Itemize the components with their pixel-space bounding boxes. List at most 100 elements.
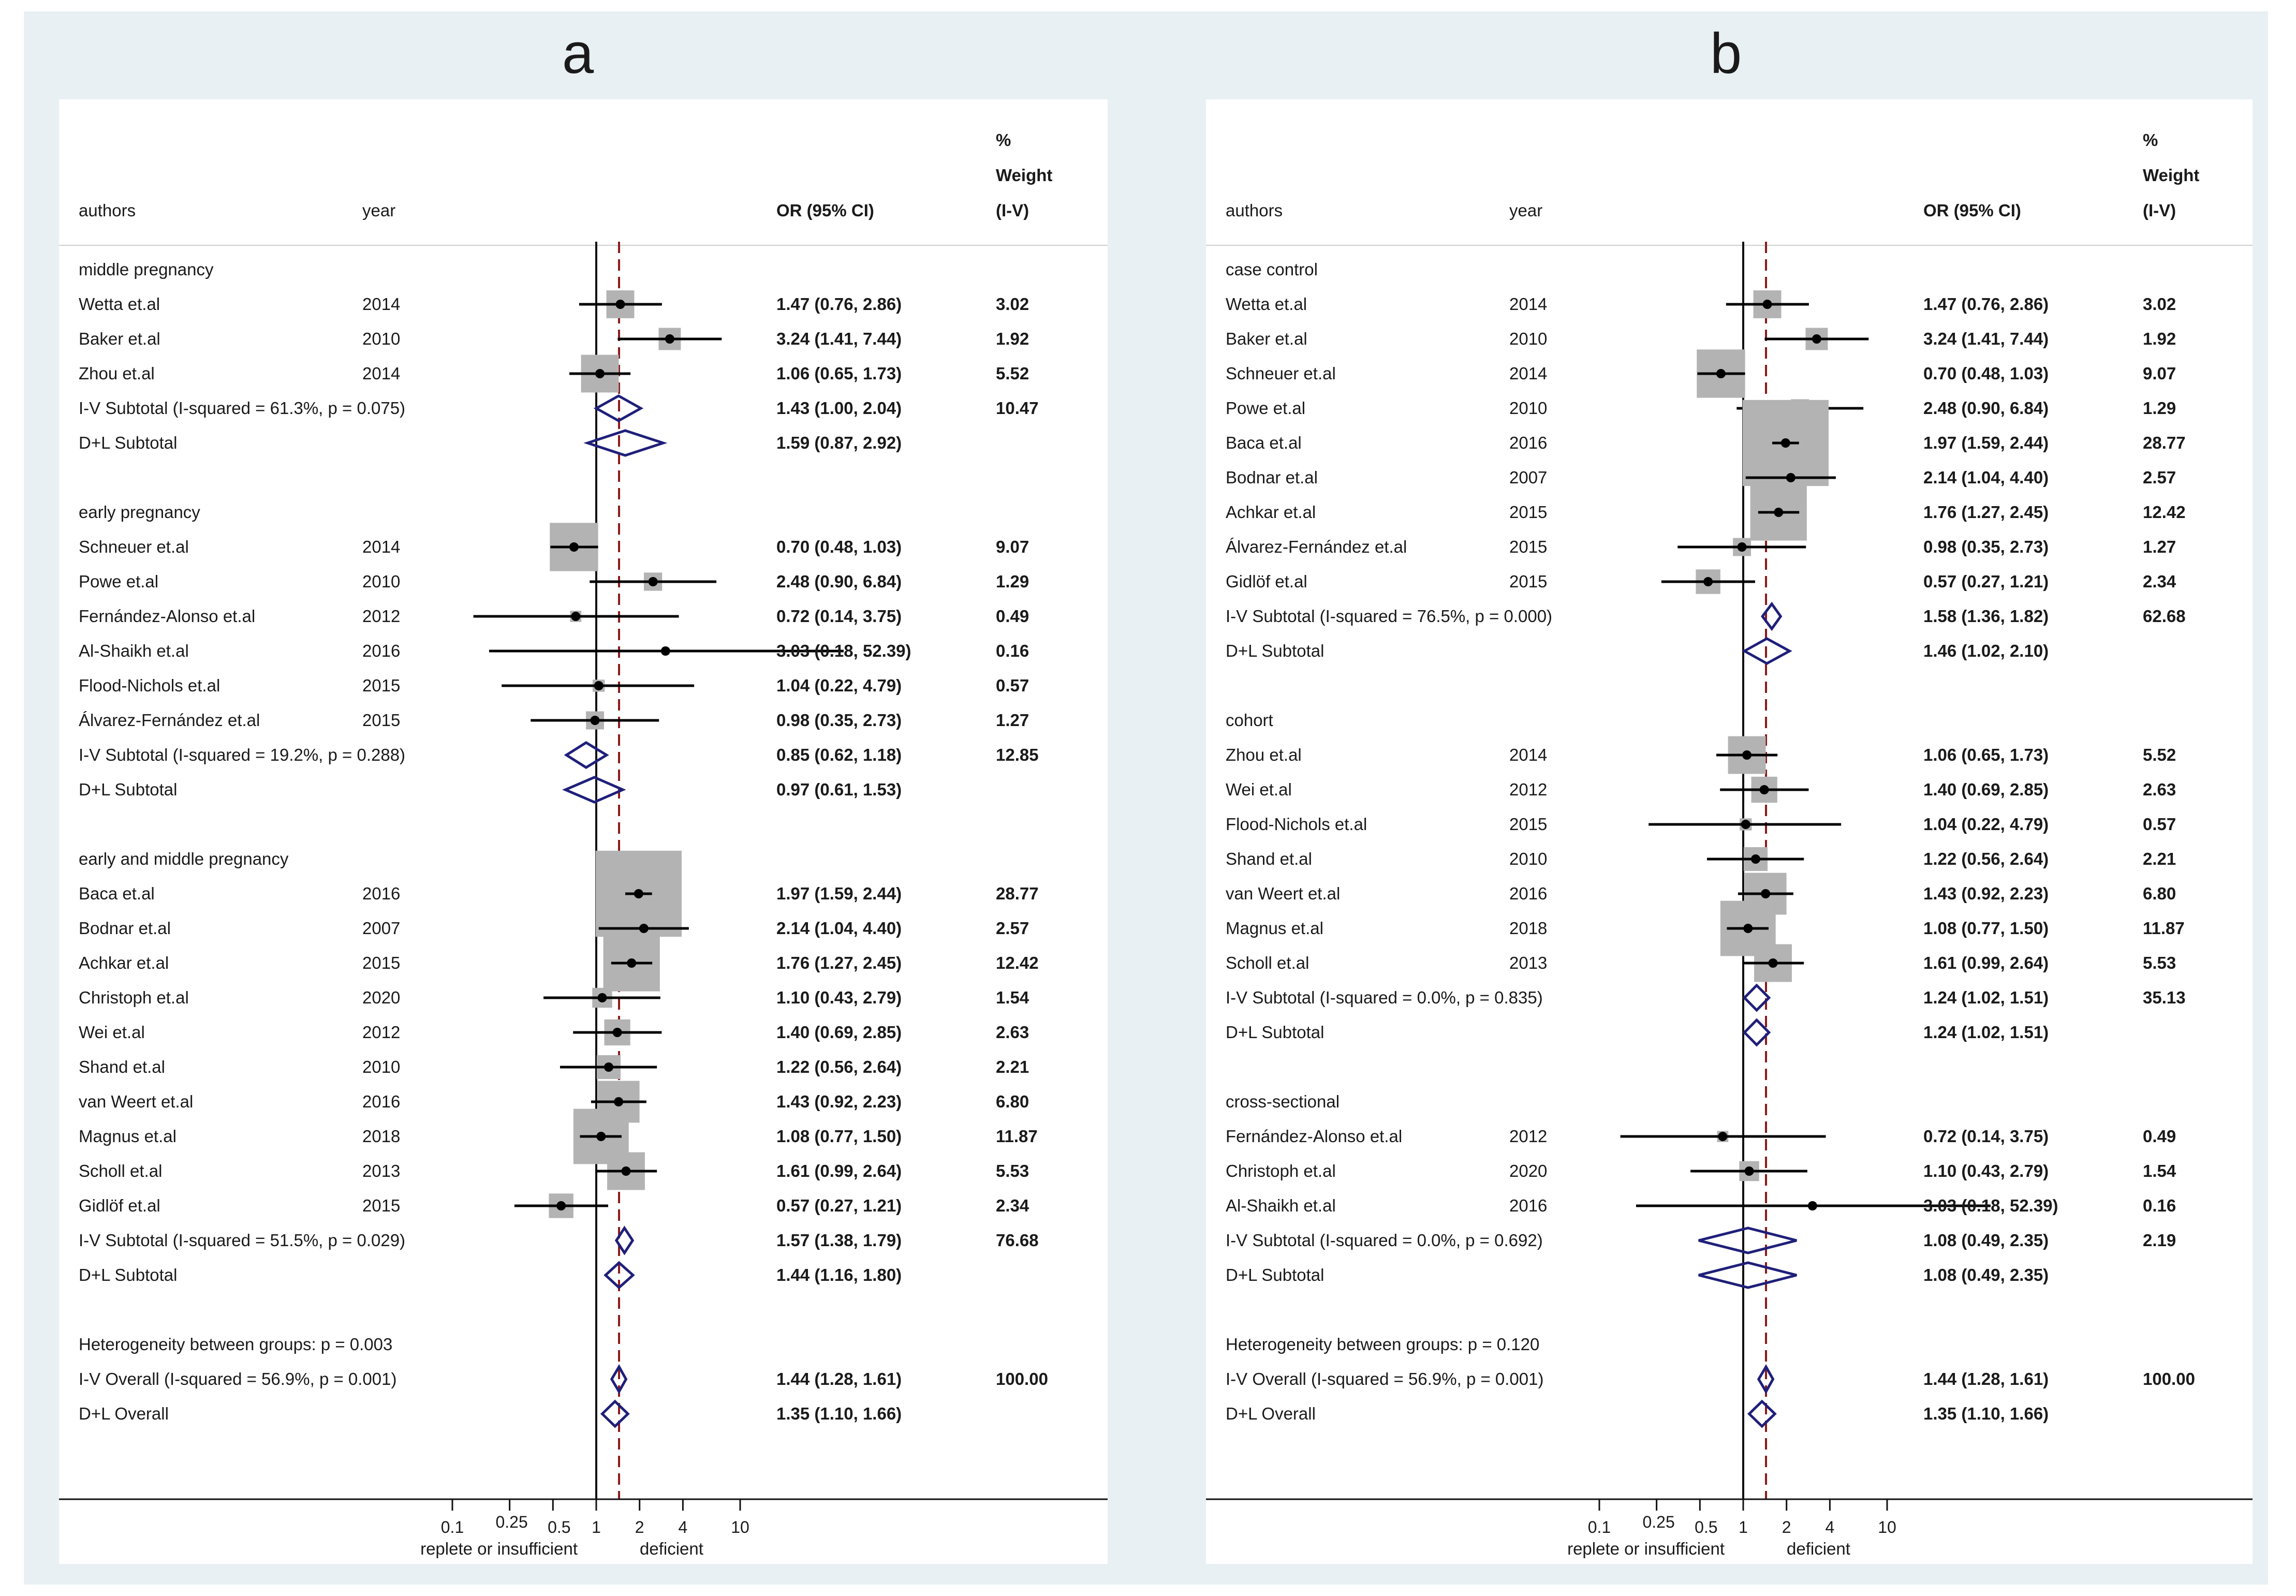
row-weight: 0.16 <box>2143 1196 2176 1215</box>
study-point <box>665 334 674 344</box>
row-label: D+L Overall <box>1226 1404 1316 1423</box>
row-weight: 3.02 <box>996 294 1029 314</box>
group-heading: case control <box>1226 260 1318 279</box>
header-weight-line: (I-V) <box>2143 201 2176 220</box>
pooled-diamond <box>600 1399 630 1428</box>
row-or-ci: 1.46 (1.02, 2.10) <box>1923 641 2049 660</box>
row-label: Zhou et.al <box>1226 745 1302 764</box>
row-weight: 9.07 <box>2143 364 2176 383</box>
row-or-ci: 0.97 (0.61, 1.53) <box>776 780 902 799</box>
row-year: 2015 <box>362 676 400 695</box>
pooled-diamond <box>1742 637 1792 665</box>
pooled-diamond <box>1747 1399 1777 1428</box>
row-label: Scholl et.al <box>79 1161 162 1180</box>
row-label: Flood-Nichols et.al <box>1226 815 1367 834</box>
row-weight: 1.54 <box>2143 1161 2176 1180</box>
row-or-ci: 0.70 (0.48, 1.03) <box>1923 364 2049 383</box>
row-or-ci: 1.35 (1.10, 1.66) <box>776 1404 902 1423</box>
pooled-diamond <box>1757 1364 1775 1395</box>
axis-left-label: replete or insufficient <box>420 1539 578 1558</box>
row-weight: 5.52 <box>996 364 1029 383</box>
row-or-ci: 1.76 (1.27, 2.45) <box>776 953 902 972</box>
study-point <box>621 1166 631 1176</box>
row-or-ci: 1.40 (0.69, 2.85) <box>776 1023 902 1042</box>
row-weight: 11.87 <box>996 1127 1038 1146</box>
row-year: 2018 <box>1509 919 1547 938</box>
row-label: Gidlöf et.al <box>79 1196 160 1215</box>
row-weight: 1.29 <box>996 572 1029 591</box>
row-or-ci: 3.03 (0.18, 52.39) <box>1923 1196 2058 1215</box>
row-label: Zhou et.al <box>79 364 155 383</box>
study-point <box>612 1028 622 1037</box>
row-weight: 5.52 <box>2143 745 2176 764</box>
x-tick-label: 0.5 <box>548 1518 570 1536</box>
x-tick-label: 4 <box>1825 1518 1834 1536</box>
row-year: 2016 <box>1509 433 1547 452</box>
study-point <box>1703 577 1713 586</box>
row-year: 2014 <box>362 364 400 383</box>
pooled-diamond <box>564 741 609 769</box>
forest-plot-panel-a: authors year OR (95% CI)% Weight (I-V) middle… <box>59 99 1108 1564</box>
row-or-ci: 1.10 (0.43, 2.79) <box>776 988 902 1007</box>
row-label: Baca et.al <box>1226 433 1302 452</box>
study-point <box>627 958 637 968</box>
row-label: Scholl et.al <box>1226 953 1309 972</box>
row-or-ci: 3.24 (1.41, 7.44) <box>776 329 902 348</box>
header-weight-line: % <box>996 130 1011 150</box>
row-or-ci: 1.24 (1.02, 1.51) <box>1923 1023 2049 1042</box>
study-point <box>634 889 643 898</box>
row-weight: 28.77 <box>2143 433 2186 452</box>
row-label: van Weert et.al <box>79 1092 193 1111</box>
row-year: 2013 <box>362 1161 400 1180</box>
study-point <box>648 577 658 586</box>
row-weight: 0.16 <box>996 641 1029 660</box>
row-year: 2010 <box>362 1057 400 1076</box>
row-year: 2020 <box>362 988 400 1007</box>
group-heading: cohort <box>1226 711 1273 730</box>
row-weight: 62.68 <box>2143 607 2186 626</box>
row-year: 2007 <box>1509 468 1547 487</box>
study-point <box>571 612 581 621</box>
row-label: Al-Shaikh et.al <box>79 641 189 660</box>
x-tick-label: 4 <box>678 1518 687 1536</box>
row-label: Achkar et.al <box>1226 503 1316 522</box>
row-weight: 0.49 <box>996 607 1029 626</box>
study-point <box>615 300 625 309</box>
row-weight: 2.57 <box>996 919 1029 938</box>
row-label: Baca et.al <box>79 884 155 903</box>
row-weight: 2.34 <box>996 1196 1029 1215</box>
row-label: D+L Subtotal <box>79 433 178 452</box>
study-point <box>1780 438 1790 448</box>
row-weight: 11.87 <box>2143 919 2185 938</box>
pooled-diamond <box>614 1225 635 1255</box>
row-label: Wei et.al <box>79 1023 145 1042</box>
row-or-ci: 1.44 (1.16, 1.80) <box>776 1265 902 1284</box>
row-weight: 9.07 <box>996 537 1029 556</box>
row-or-ci: 1.08 (0.49, 2.35) <box>1923 1265 2049 1284</box>
row-or-ci: 0.57 (0.27, 1.21) <box>1923 572 2049 591</box>
row-weight: 0.57 <box>2143 815 2176 834</box>
row-weight: 1.92 <box>996 329 1029 348</box>
header-year: year <box>1509 201 1542 220</box>
row-or-ci: 1.06 (0.65, 1.73) <box>1923 745 2049 764</box>
figure-frame: a b authors year OR (95% CI)% Weight (I-V) mi… <box>24 11 2268 1585</box>
study-point <box>1807 1201 1817 1210</box>
study-point <box>1812 334 1821 344</box>
row-label: Baker et.al <box>1226 329 1307 348</box>
pooled-diamond <box>593 394 644 422</box>
pooled-diamond <box>1742 1018 1771 1047</box>
row-year: 2016 <box>1509 884 1547 903</box>
row-weight: 2.21 <box>996 1057 1029 1076</box>
row-or-ci: 0.85 (0.62, 1.18) <box>776 745 902 764</box>
study-point <box>1762 300 1772 309</box>
study-point <box>1743 924 1753 933</box>
study-point <box>1786 473 1795 482</box>
row-year: 2014 <box>1509 364 1547 383</box>
row-label: Gidlöf et.al <box>1226 572 1307 591</box>
row-year: 2015 <box>362 1196 400 1215</box>
row-label: D+L Subtotal <box>79 1265 178 1284</box>
row-label: Powe et.al <box>79 572 158 591</box>
row-weight: 2.63 <box>2143 780 2176 799</box>
row-or-ci: 3.03 (0.18, 52.39) <box>776 641 911 660</box>
row-year: 2020 <box>1509 1161 1547 1180</box>
